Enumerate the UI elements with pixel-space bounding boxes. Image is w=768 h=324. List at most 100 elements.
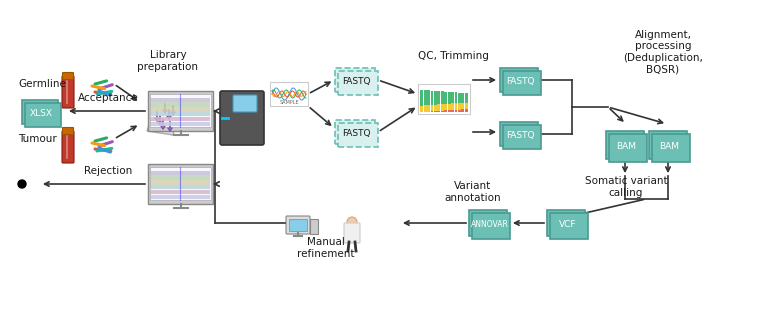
Bar xyxy=(445,104,447,110)
FancyBboxPatch shape xyxy=(220,91,264,145)
FancyBboxPatch shape xyxy=(649,131,687,159)
Bar xyxy=(424,90,426,105)
Bar xyxy=(431,105,433,111)
Bar xyxy=(465,109,468,112)
Bar xyxy=(458,103,461,110)
FancyBboxPatch shape xyxy=(472,213,510,239)
Bar xyxy=(455,110,458,112)
Bar xyxy=(431,111,433,112)
FancyBboxPatch shape xyxy=(22,100,58,124)
Circle shape xyxy=(347,217,357,227)
FancyBboxPatch shape xyxy=(62,73,74,79)
Circle shape xyxy=(18,180,26,188)
Bar xyxy=(462,109,464,112)
FancyBboxPatch shape xyxy=(151,112,210,116)
FancyBboxPatch shape xyxy=(62,128,74,134)
FancyBboxPatch shape xyxy=(62,131,74,163)
Bar xyxy=(451,92,454,103)
FancyBboxPatch shape xyxy=(286,216,310,234)
Text: Library
preparation: Library preparation xyxy=(137,50,198,72)
Bar xyxy=(438,111,440,112)
Text: QC, Trimming: QC, Trimming xyxy=(418,51,488,61)
Bar xyxy=(427,105,430,111)
Bar xyxy=(427,111,430,112)
Bar xyxy=(441,91,444,104)
Bar xyxy=(438,104,440,111)
Text: Alignment,
processing
(Deduplication,
BQSR): Alignment, processing (Deduplication, BQ… xyxy=(623,29,703,75)
FancyBboxPatch shape xyxy=(310,219,319,235)
Text: VCF: VCF xyxy=(559,220,576,229)
FancyBboxPatch shape xyxy=(547,210,585,236)
FancyBboxPatch shape xyxy=(151,195,210,199)
Bar xyxy=(434,111,437,112)
Text: BAM: BAM xyxy=(617,142,637,151)
FancyBboxPatch shape xyxy=(335,120,375,144)
FancyBboxPatch shape xyxy=(151,117,210,121)
Bar xyxy=(420,90,423,106)
Text: FASTQ: FASTQ xyxy=(506,131,535,140)
Bar xyxy=(458,110,461,112)
FancyBboxPatch shape xyxy=(606,131,644,159)
FancyBboxPatch shape xyxy=(338,71,378,95)
FancyBboxPatch shape xyxy=(151,185,210,189)
FancyBboxPatch shape xyxy=(151,190,210,194)
FancyBboxPatch shape xyxy=(469,210,507,236)
Bar xyxy=(441,104,444,111)
Text: BAM: BAM xyxy=(660,142,680,151)
FancyBboxPatch shape xyxy=(344,223,360,243)
FancyBboxPatch shape xyxy=(150,94,211,127)
Text: FASTQ: FASTQ xyxy=(506,77,535,86)
FancyBboxPatch shape xyxy=(151,175,210,180)
FancyBboxPatch shape xyxy=(233,95,257,112)
Polygon shape xyxy=(147,99,183,135)
Bar xyxy=(448,110,451,112)
Bar xyxy=(451,110,454,112)
Bar xyxy=(448,92,451,104)
Text: Rejection: Rejection xyxy=(84,166,132,176)
FancyBboxPatch shape xyxy=(25,103,61,127)
Bar xyxy=(455,92,458,103)
Bar xyxy=(445,110,447,112)
FancyBboxPatch shape xyxy=(270,82,308,106)
FancyBboxPatch shape xyxy=(151,180,210,184)
Bar xyxy=(441,111,444,112)
Bar xyxy=(451,103,454,110)
FancyBboxPatch shape xyxy=(151,107,210,111)
FancyBboxPatch shape xyxy=(609,134,647,162)
Bar xyxy=(434,91,437,105)
FancyBboxPatch shape xyxy=(62,76,74,108)
Bar xyxy=(455,103,458,110)
Bar xyxy=(462,103,464,109)
FancyBboxPatch shape xyxy=(151,170,210,175)
Text: ANNOVAR: ANNOVAR xyxy=(471,220,508,229)
Text: SAMPLE: SAMPLE xyxy=(280,100,299,106)
Bar xyxy=(434,105,437,111)
Bar xyxy=(424,105,426,112)
FancyBboxPatch shape xyxy=(500,122,538,146)
FancyBboxPatch shape xyxy=(652,134,690,162)
FancyBboxPatch shape xyxy=(503,125,541,149)
FancyBboxPatch shape xyxy=(289,219,307,231)
FancyBboxPatch shape xyxy=(151,102,210,107)
FancyBboxPatch shape xyxy=(500,68,538,92)
Bar xyxy=(465,103,468,109)
FancyBboxPatch shape xyxy=(338,123,378,147)
Bar xyxy=(448,104,451,110)
Text: Somatic variant
calling: Somatic variant calling xyxy=(584,176,667,198)
Bar xyxy=(420,106,423,112)
FancyBboxPatch shape xyxy=(151,122,210,126)
Text: Manual
refinement: Manual refinement xyxy=(297,237,355,259)
FancyBboxPatch shape xyxy=(550,213,588,239)
Text: XLSX: XLSX xyxy=(30,109,53,118)
FancyBboxPatch shape xyxy=(503,71,541,95)
Text: Germline: Germline xyxy=(18,79,66,89)
Text: FASTQ: FASTQ xyxy=(343,129,371,138)
Bar xyxy=(427,90,430,105)
FancyBboxPatch shape xyxy=(335,68,375,92)
Bar xyxy=(438,91,440,104)
Bar xyxy=(445,92,447,104)
Bar xyxy=(458,93,461,103)
Text: Acceptance: Acceptance xyxy=(78,93,138,103)
FancyBboxPatch shape xyxy=(148,91,213,131)
Text: Variant
annotation: Variant annotation xyxy=(445,181,502,203)
